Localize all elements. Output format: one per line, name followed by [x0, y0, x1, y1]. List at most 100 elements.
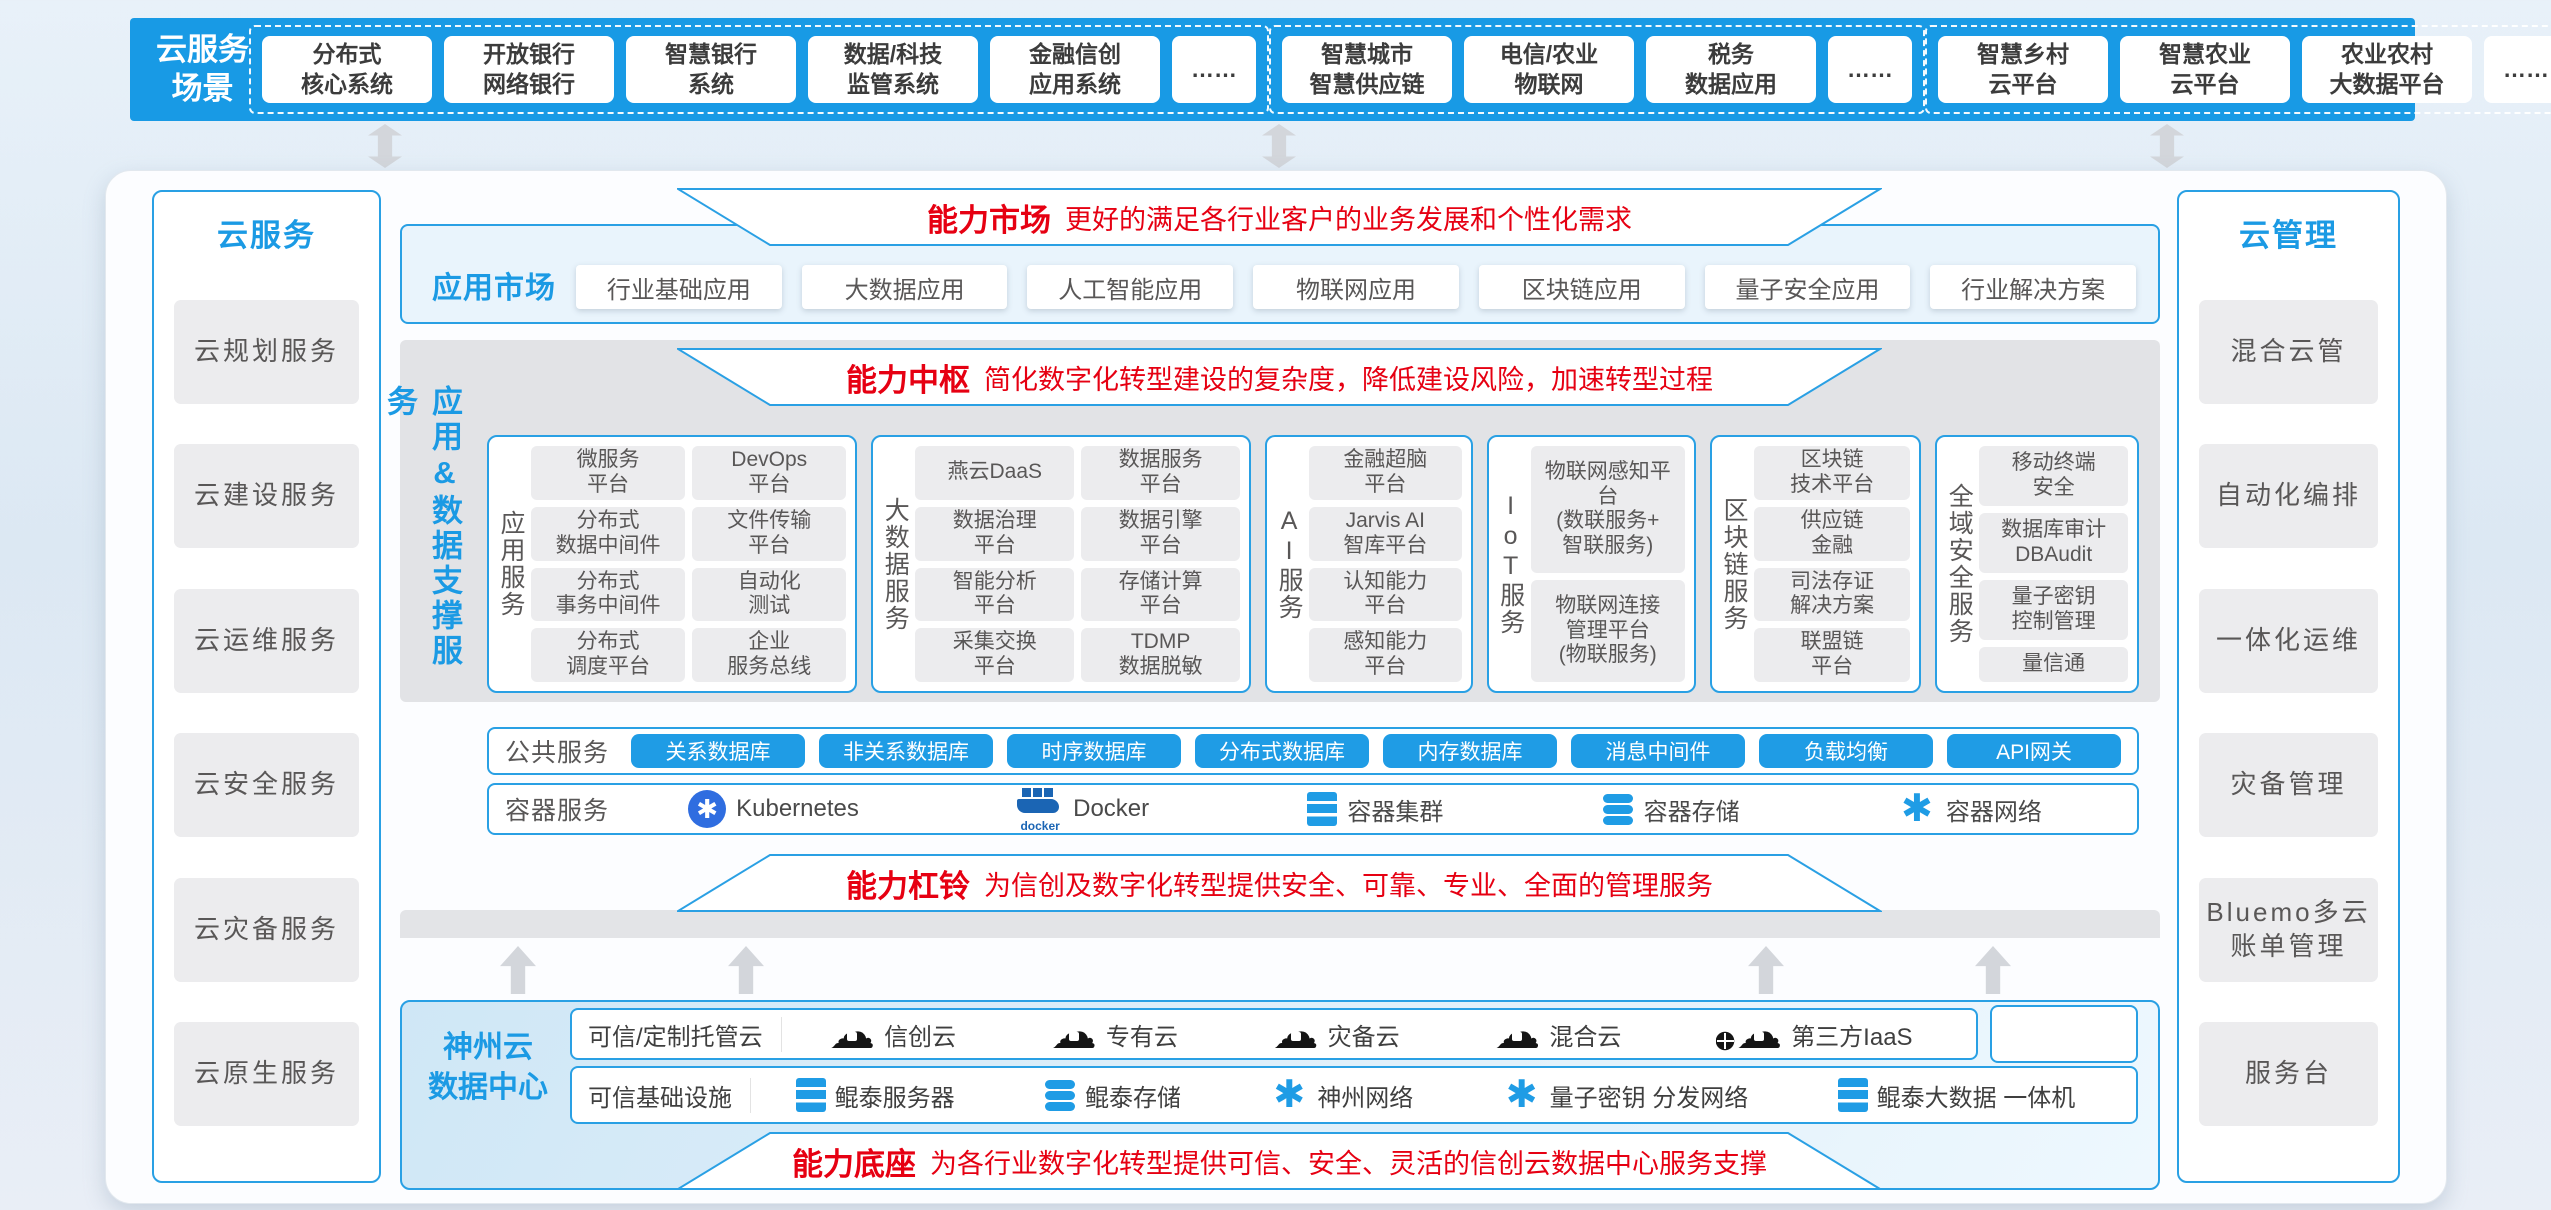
- cloud-service-item: 云原生服务: [174, 1022, 359, 1127]
- scenario-item: 农业农村 大数据平台: [2302, 35, 2472, 104]
- container-services-row: 容器服务 Kubernetes docker Docker: [487, 783, 2139, 835]
- container-services-list: Kubernetes docker Docker 容器集群: [609, 786, 2121, 832]
- support-col-label: 应用服务: [497, 510, 525, 618]
- cloud-mgmt-item: Bluemo多云 账单管理: [2199, 877, 2378, 982]
- globe-cloud-lock-icon: [1716, 1009, 1783, 1055]
- icon-wrap: docker: [1017, 786, 1063, 832]
- server-icon: [1837, 1078, 1868, 1112]
- support-item: 量信通: [1979, 646, 2128, 682]
- app-market-item: 行业基础应用: [576, 265, 782, 309]
- hosted-cloud-item: 灾备云: [1273, 1009, 1400, 1055]
- support-item: 金融超脑 平台: [1309, 446, 1462, 500]
- cloud-service-item: 云运维服务: [174, 588, 359, 693]
- support-col-items: 微服务 平台 DevOps 平台 分布式 数据中间件 文件传输 平台 分布式 事务中间件…: [531, 446, 847, 682]
- hosted-cloud-item-label: 第三方IaaS: [1791, 1023, 1913, 1051]
- cloud-mgmt-list: 混合云管 自动化编排 一体化运维 灾备管理 Bluemo多云 账单管理 服务台: [2179, 257, 2398, 1181]
- hosted-cloud-item: 信创云: [829, 1009, 957, 1055]
- banner-title: 能力杠铃: [846, 868, 970, 904]
- support-item: 文件传输 平台: [692, 506, 847, 561]
- cloud-lock-icon: [1494, 1009, 1540, 1055]
- support-item: 量子密钥 控制管理: [1979, 579, 2128, 640]
- banner-shape: [677, 348, 1882, 406]
- banner-desc: 更好的满足各行业客户的业务发展和个性化需求: [1065, 204, 1632, 235]
- banner-desc: 为信创及数字化转型提供安全、可靠、专业、全面的管理服务: [984, 870, 1713, 901]
- support-side-label: 应用&数据支撑服务: [382, 385, 462, 669]
- cloud-mgmt-title: 云管理: [2239, 218, 2338, 253]
- container-service-item: docker Docker: [1017, 786, 1149, 832]
- support-item: 物联网感知平台 (数联服务+ 智联服务): [1530, 446, 1685, 573]
- scenario-bar-title: 云服务 场景: [156, 31, 249, 106]
- cloud-services-list: 云规划服务 云建设服务 云运维服务 云安全服务 云灾备服务 云原生服务: [154, 257, 379, 1181]
- scenario-item: 税务 数据应用: [1646, 35, 1816, 104]
- container-service-label: Docker: [1073, 795, 1150, 822]
- banner-title: 能力市场: [927, 202, 1051, 238]
- updown-arrow-icon: [368, 124, 402, 168]
- cloud-service-item: 云规划服务: [174, 299, 359, 404]
- support-item: 智能分析 平台: [915, 567, 1075, 622]
- support-col-iot: IoT服务 物联网感知平台 (数联服务+ 智联服务) 物联网连接 管理平台 (物联…: [1486, 435, 1696, 693]
- support-item: TDMP 数据脱敏: [1081, 628, 1241, 682]
- support-col-blockchain: 区块链服务 区块链 技术平台 供应链 金融 司法存证 解决方案 联盟链 平台: [1709, 435, 1922, 693]
- cloud-services-panel: 云服务 云规划服务 云建设服务 云运维服务 云安全服务 云灾备服务 云原生服务: [152, 190, 381, 1183]
- scenario-item: 金融信创 应用系统: [990, 35, 1160, 104]
- hosted-cloud-row: 可信/定制托管云 信创云 专有云 灾备云 混合云: [570, 1008, 1978, 1060]
- cloud-services-title: 云服务: [217, 218, 316, 253]
- support-col-label: 全域安全服务: [1945, 483, 1974, 645]
- scenario-item: 数据/科技 监管系统: [808, 35, 978, 104]
- support-col-security: 全域安全服务 移动终端 安全 数据库审计 DBAudit 量子密钥 控制管理 量信通: [1935, 435, 2139, 693]
- network-icon: [1503, 1076, 1541, 1114]
- scenario-item: 开放银行 网络银行: [444, 35, 614, 104]
- cloud-mgmt-item: 混合云管: [2199, 299, 2378, 404]
- server-icon: [1307, 792, 1338, 826]
- hosted-cloud-item-label: 专有云: [1105, 1023, 1178, 1051]
- scenario-item: ……: [2484, 35, 2551, 104]
- cloud-mgmt-item: 服务台: [2199, 1022, 2378, 1127]
- scenario-item: 智慧农业 云平台: [2120, 35, 2290, 104]
- public-service-pill: 消息中间件: [1571, 734, 1746, 768]
- support-item: 燕云DaaS: [915, 446, 1075, 500]
- cloud-mgmt-panel: 云管理 混合云管 自动化编排 一体化运维 灾备管理 Bluemo多云 账单管理 服务台: [2177, 190, 2400, 1183]
- app-market-item: 人工智能应用: [1027, 265, 1234, 309]
- app-market-item: 量子安全应用: [1704, 265, 1911, 309]
- cloud-service-item: 云灾备服务: [174, 877, 359, 982]
- app-market-item: 行业解决方案: [1930, 265, 2137, 309]
- support-item: 分布式 数据中间件: [531, 506, 686, 561]
- cloud-service-item: 云安全服务: [174, 733, 359, 838]
- infrastructure-item: 鲲泰服务器: [795, 1078, 955, 1113]
- banner-desc: 为各行业数字化转型提供可信、安全、灵活的信创云数据中心服务支撑: [930, 1148, 1767, 1179]
- support-col-label: 区块链服务: [1719, 496, 1748, 632]
- infrastructure-row: 可信基础设施 鲲泰服务器 鲲泰存储 神州网络 量子密钥 分发网络: [570, 1066, 2138, 1124]
- icon-wrap: [1602, 793, 1634, 826]
- support-item: 分布式 调度平台: [531, 628, 686, 682]
- public-service-pill: 负载均衡: [1759, 734, 1934, 768]
- management-shelf: [400, 910, 2160, 938]
- support-col-label: 大数据服务: [881, 496, 910, 632]
- support-col-application: 应用服务 微服务 平台 DevOps 平台 分布式 数据中间件 文件传输 平台 分布式 …: [487, 435, 858, 693]
- infrastructure-item-label: 鲲泰存储: [1084, 1084, 1181, 1112]
- support-item: 区块链 技术平台: [1753, 446, 1911, 500]
- hosted-cloud-item-label: 混合云: [1549, 1023, 1622, 1051]
- scenario-group-city: 智慧城市 智慧供应链 电信/农业 物联网 税务 数据应用……: [1269, 24, 1925, 115]
- icon-wrap: [1307, 792, 1338, 826]
- support-col-label: IoT服务: [1496, 492, 1525, 636]
- updown-arrow-icon: [2150, 124, 2184, 168]
- scenario-item: ……: [1828, 35, 1912, 104]
- public-services-list: 关系数据库 非关系数据库 时序数据库 分布式数据库 内存数据库 消息中间件 负载均衡 API网…: [631, 734, 2122, 768]
- app-market-item: 区块链应用: [1478, 265, 1685, 309]
- support-item: 自动化 测试: [692, 567, 847, 622]
- updown-arrow-icon: [1262, 124, 1296, 168]
- public-service-pill: 非关系数据库: [819, 734, 994, 768]
- hosted-cloud-item-label: 信创云: [884, 1023, 957, 1051]
- public-services-label: 公共服务: [505, 739, 610, 767]
- support-item: 感知能力 平台: [1309, 628, 1462, 682]
- cloud-mgmt-item: 自动化编排: [2199, 444, 2378, 549]
- app-market-label: 应用市场: [432, 272, 556, 305]
- cloud-lock-icon: [1051, 1009, 1097, 1055]
- infrastructure-item-label: 量子密钥 分发网络: [1549, 1084, 1749, 1112]
- storage-icon: [1602, 793, 1634, 826]
- scenario-item: 智慧乡村 云平台: [1938, 35, 2108, 104]
- app-market-item: 物联网应用: [1253, 265, 1459, 309]
- support-item: 联盟链 平台: [1753, 628, 1911, 682]
- banner-desc: 简化数字化转型建设的复杂度，降低建设风险，加速转型过程: [984, 364, 1713, 395]
- support-item: 司法存证 解决方案: [1753, 567, 1911, 622]
